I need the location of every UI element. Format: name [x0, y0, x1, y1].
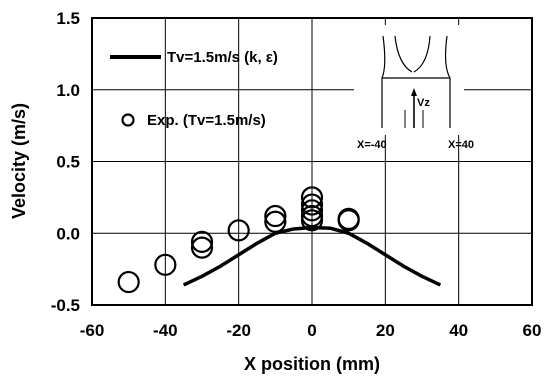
legend-label-model: Tv=1.5m/s (k, ε) [167, 49, 278, 66]
data-point-experiment [300, 193, 324, 216]
inset-vz-arrowhead [411, 88, 417, 96]
grid-lines [91, 17, 533, 306]
x-tick-label: -40 [153, 321, 178, 340]
x-tick-label: 40 [449, 321, 468, 340]
nozzle-inset-diagram: Vz X=-40 X=40 [354, 25, 474, 151]
inset-background [354, 25, 464, 135]
x-tick-label: 60 [523, 321, 542, 340]
y-tick-label: 1.0 [56, 81, 80, 100]
series-line-model [182, 225, 442, 287]
inset-right-curve [413, 35, 431, 73]
y-tick-label: 0.5 [56, 153, 80, 172]
y-tick-label: -0.5 [51, 296, 80, 315]
data-point-experiment [337, 209, 360, 232]
inset-label-vz: Vz [417, 97, 430, 109]
data-point-experiment [264, 210, 287, 233]
x-tick-label: -60 [80, 321, 105, 340]
y-tick-label: 0.0 [56, 224, 80, 243]
y-tick-labels: -0.5 0.0 0.5 1.0 1.5 [51, 9, 80, 315]
series-layer [117, 186, 442, 294]
data-point-experiment [190, 236, 214, 259]
data-point-experiment [227, 219, 250, 242]
data-point-experiment [300, 209, 324, 232]
inset-label-right: X=40 [448, 139, 474, 151]
inset-left-curve [394, 35, 413, 73]
data-point-experiment [154, 253, 177, 276]
y-tick-label: 1.5 [56, 9, 80, 28]
plot-frame [91, 17, 533, 306]
legend-marker-circle [121, 113, 135, 127]
x-tick-label: 20 [376, 321, 395, 340]
inset-label-left: X=-40 [357, 139, 387, 151]
data-point-experiment [190, 230, 214, 253]
y-axis-title: Velocity (m/s) [9, 103, 29, 219]
x-axis-title: X position (mm) [244, 354, 380, 374]
x-tick-label: -20 [226, 321, 251, 340]
data-point-experiment [300, 199, 324, 222]
x-tick-label: 0 [307, 321, 316, 340]
legend: Tv=1.5m/s (k, ε) Exp. (Tv=1.5m/s) [110, 49, 278, 129]
data-point-experiment [300, 186, 324, 209]
legend-label-experiment: Exp. (Tv=1.5m/s) [147, 112, 266, 129]
data-point-experiment [117, 270, 140, 294]
x-tick-labels: -60 -40 -20 0 20 40 60 [80, 321, 542, 340]
data-point-experiment [264, 204, 287, 228]
